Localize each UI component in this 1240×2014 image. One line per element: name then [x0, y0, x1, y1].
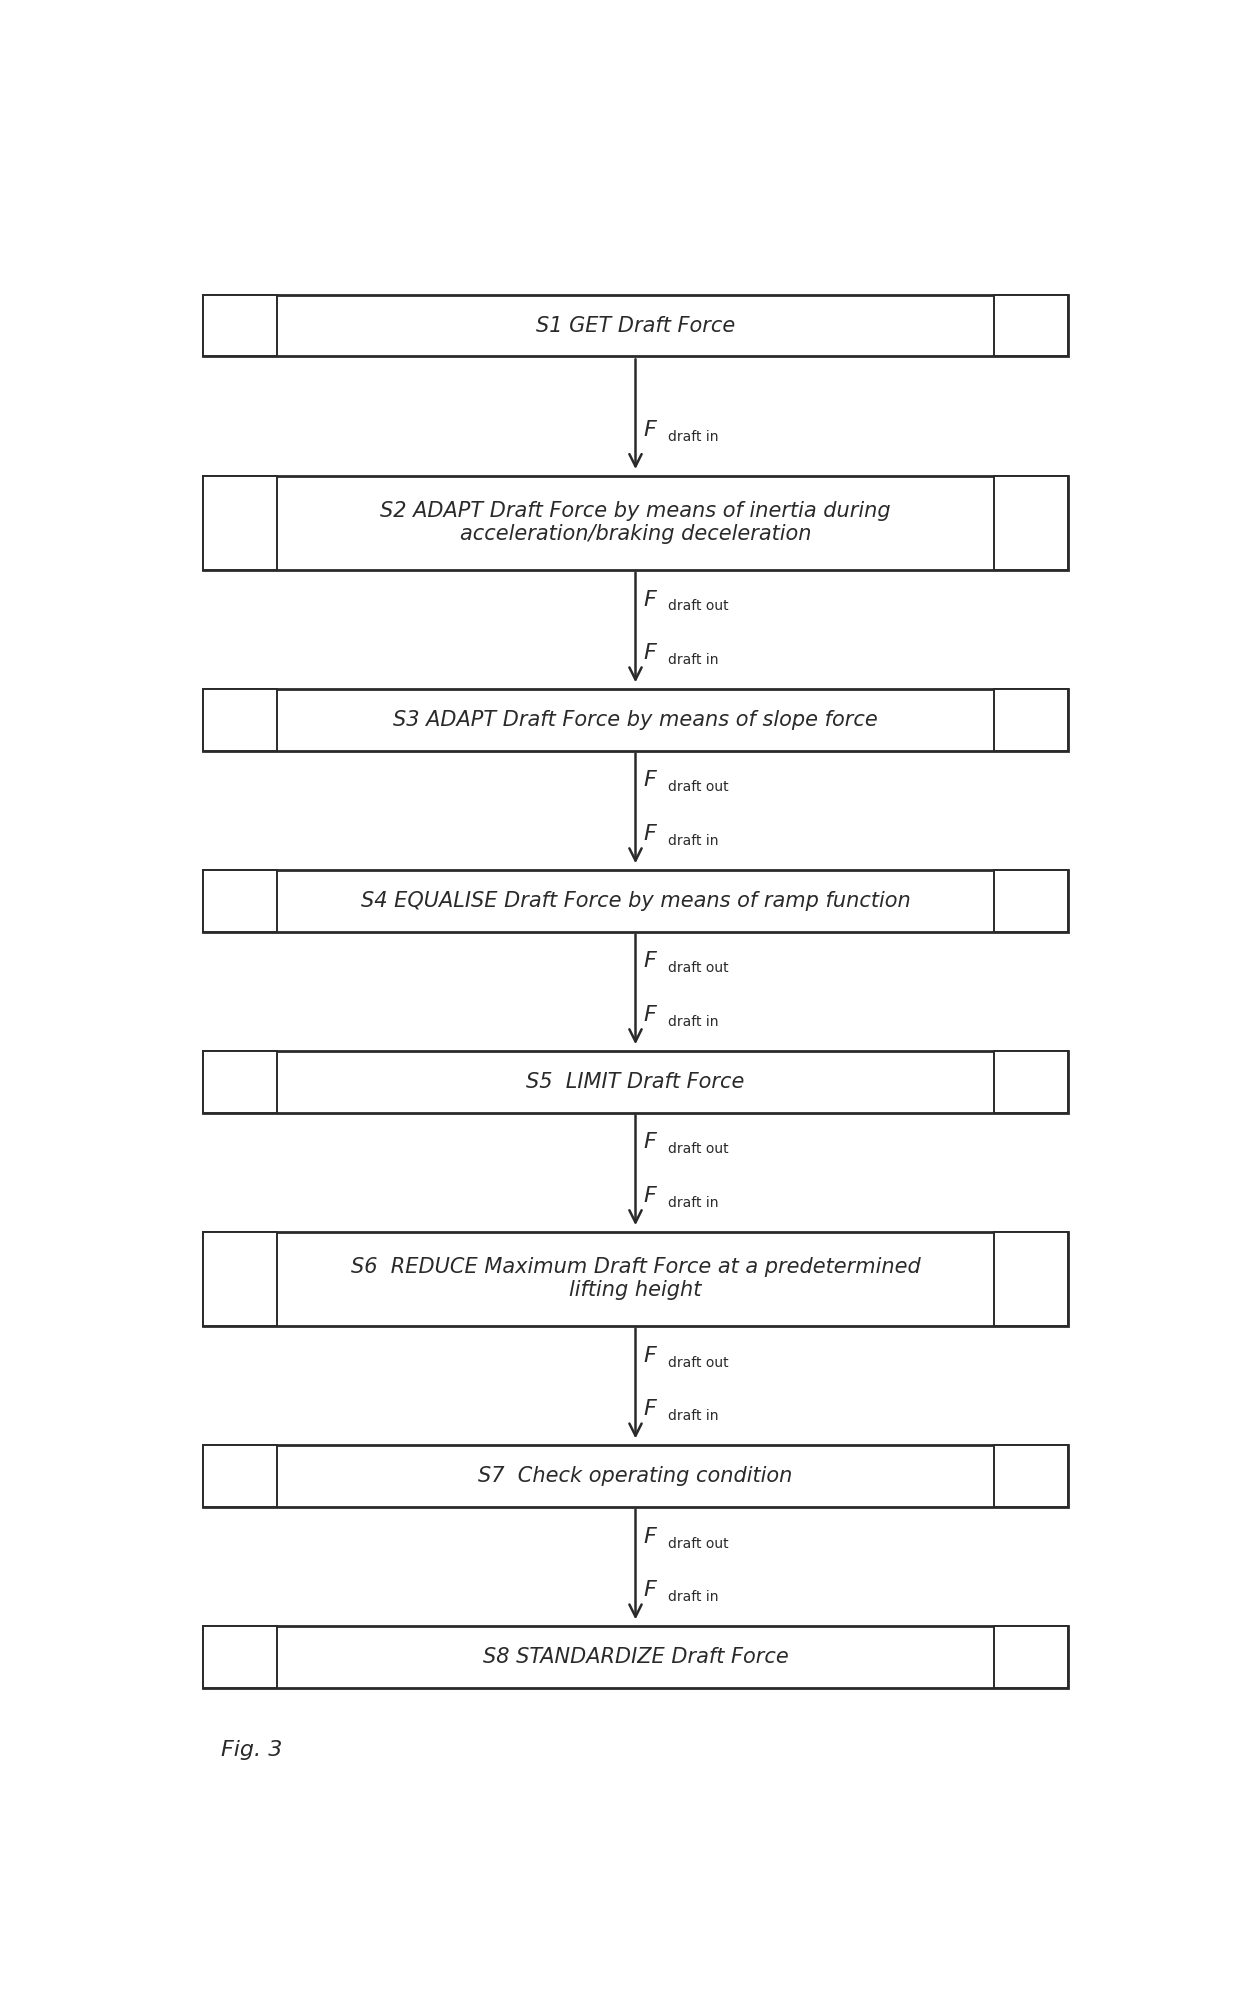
Text: S1 GET Draft Force: S1 GET Draft Force: [536, 316, 735, 336]
Text: S5  LIMIT Draft Force: S5 LIMIT Draft Force: [526, 1071, 745, 1092]
Text: $F$: $F$: [644, 1132, 658, 1152]
Text: $F$: $F$: [644, 1400, 658, 1420]
Text: S4 EQUALISE Draft Force by means of ramp function: S4 EQUALISE Draft Force by means of ramp…: [361, 890, 910, 910]
Text: $F$: $F$: [644, 951, 658, 971]
Bar: [994, 1233, 1068, 1325]
Bar: [203, 1625, 1068, 1688]
Text: S6  REDUCE Maximum Draft Force at a predetermined
lifting height: S6 REDUCE Maximum Draft Force at a prede…: [351, 1257, 920, 1301]
Bar: [203, 1051, 277, 1112]
Text: draft out: draft out: [668, 1537, 729, 1551]
Bar: [994, 1051, 1068, 1112]
Text: $F$: $F$: [644, 590, 658, 610]
Text: $F$: $F$: [644, 1527, 658, 1547]
Bar: [203, 870, 277, 932]
Bar: [203, 475, 277, 570]
Bar: [203, 1446, 277, 1506]
Text: draft out: draft out: [668, 600, 729, 614]
Text: draft in: draft in: [668, 1015, 718, 1029]
Bar: [203, 294, 1068, 356]
Bar: [994, 1625, 1068, 1688]
Text: draft out: draft out: [668, 961, 729, 975]
Text: draft out: draft out: [668, 1355, 729, 1370]
Bar: [203, 870, 1068, 932]
Bar: [203, 475, 1068, 570]
Text: draft in: draft in: [668, 834, 718, 848]
Text: $F$: $F$: [644, 421, 658, 441]
Text: draft in: draft in: [668, 653, 718, 667]
Bar: [203, 1051, 1068, 1112]
Text: Fig. 3: Fig. 3: [221, 1740, 283, 1760]
Text: S8 STANDARDIZE Draft Force: S8 STANDARDIZE Draft Force: [482, 1647, 789, 1668]
Bar: [203, 689, 1068, 751]
Bar: [994, 294, 1068, 356]
Bar: [203, 1625, 277, 1688]
Text: $F$: $F$: [644, 1186, 658, 1206]
Bar: [203, 1446, 1068, 1506]
Text: draft in: draft in: [668, 431, 718, 445]
Text: $F$: $F$: [644, 1345, 658, 1365]
Text: $F$: $F$: [644, 1005, 658, 1025]
Bar: [203, 1233, 277, 1325]
Bar: [994, 475, 1068, 570]
Text: $F$: $F$: [644, 1581, 658, 1601]
Bar: [994, 1446, 1068, 1506]
Text: draft in: draft in: [668, 1196, 718, 1210]
Bar: [203, 1233, 1068, 1325]
Bar: [203, 294, 277, 356]
Text: S7  Check operating condition: S7 Check operating condition: [479, 1466, 792, 1486]
Text: S3 ADAPT Draft Force by means of slope force: S3 ADAPT Draft Force by means of slope f…: [393, 709, 878, 729]
Text: draft out: draft out: [668, 779, 729, 794]
Text: S2 ADAPT Draft Force by means of inertia during
acceleration/braking deceleratio: S2 ADAPT Draft Force by means of inertia…: [381, 501, 890, 544]
Text: $F$: $F$: [644, 771, 658, 789]
Bar: [994, 870, 1068, 932]
Text: $F$: $F$: [644, 642, 658, 663]
Text: draft in: draft in: [668, 1410, 718, 1424]
Bar: [994, 689, 1068, 751]
Text: draft in: draft in: [668, 1591, 718, 1605]
Text: draft out: draft out: [668, 1142, 729, 1156]
Text: $F$: $F$: [644, 824, 658, 844]
Bar: [203, 689, 277, 751]
